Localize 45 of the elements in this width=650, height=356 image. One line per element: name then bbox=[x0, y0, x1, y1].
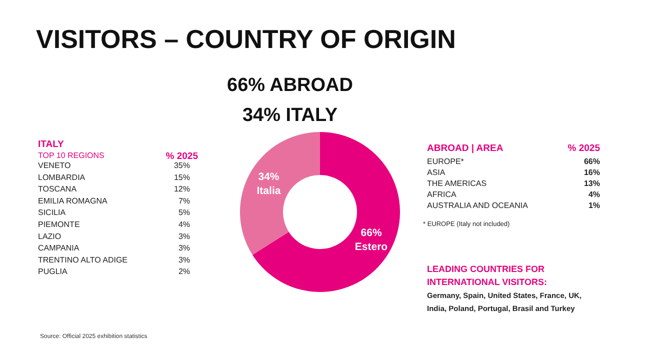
data-label: 34% bbox=[258, 170, 280, 183]
text: LOMBARDIA bbox=[38, 172, 86, 182]
text: TOP 10 REGIONS bbox=[38, 151, 104, 160]
text: LAZIO bbox=[38, 232, 62, 241]
text: 3% bbox=[178, 244, 190, 253]
text: % 2025 bbox=[568, 143, 601, 154]
text: 4% bbox=[588, 190, 600, 199]
data-label: 66% bbox=[360, 227, 382, 240]
text: 35% bbox=[174, 161, 190, 170]
text: 3% bbox=[178, 255, 190, 264]
text: AUSTRALIA AND OCEANIA bbox=[427, 201, 529, 210]
slice-label: Italia bbox=[256, 184, 281, 197]
donut-slice bbox=[252, 132, 400, 292]
text: EMILIA ROMAGNA bbox=[38, 196, 108, 206]
text: AFRICA bbox=[427, 190, 457, 199]
text: 1% bbox=[588, 201, 600, 210]
donut-slice bbox=[240, 132, 320, 255]
text: THE AMERICAS bbox=[427, 179, 487, 188]
text: % 2025 bbox=[166, 151, 199, 162]
text: PIEMONTE bbox=[38, 220, 80, 229]
chart-subtitle: 66% ABROAD 34% ITALY bbox=[227, 75, 353, 126]
text: INTERNATIONAL VISITORS: bbox=[427, 277, 548, 287]
chart-title: VISITORS – COUNTRY OF ORIGIN bbox=[36, 24, 456, 54]
text: TRENTINO ALTO ADIGE bbox=[38, 255, 128, 264]
text: 4% bbox=[178, 220, 190, 229]
text: SICILIA bbox=[38, 208, 66, 218]
text: 7% bbox=[178, 196, 190, 206]
text: 2% bbox=[178, 267, 190, 276]
text: ABROAD | AREA bbox=[427, 143, 504, 154]
text: LEADING COUNTRIES FOR bbox=[427, 264, 545, 274]
text: 16% bbox=[584, 168, 600, 177]
text: 66% bbox=[584, 157, 600, 166]
text: 15% bbox=[174, 172, 190, 182]
text: EUROPE* bbox=[427, 157, 464, 166]
text: CAMPANIA bbox=[38, 244, 80, 253]
text: ITALY bbox=[38, 139, 65, 150]
text: VENETO bbox=[38, 161, 71, 170]
text: PUGLIA bbox=[38, 267, 68, 276]
text: 3% bbox=[178, 232, 190, 241]
slice-label: Estero bbox=[354, 241, 388, 254]
text: 5% bbox=[178, 208, 190, 218]
text: 12% bbox=[174, 184, 190, 194]
text: ASIA bbox=[427, 168, 446, 177]
text: TOSCANA bbox=[38, 184, 78, 194]
text: 13% bbox=[584, 179, 600, 188]
